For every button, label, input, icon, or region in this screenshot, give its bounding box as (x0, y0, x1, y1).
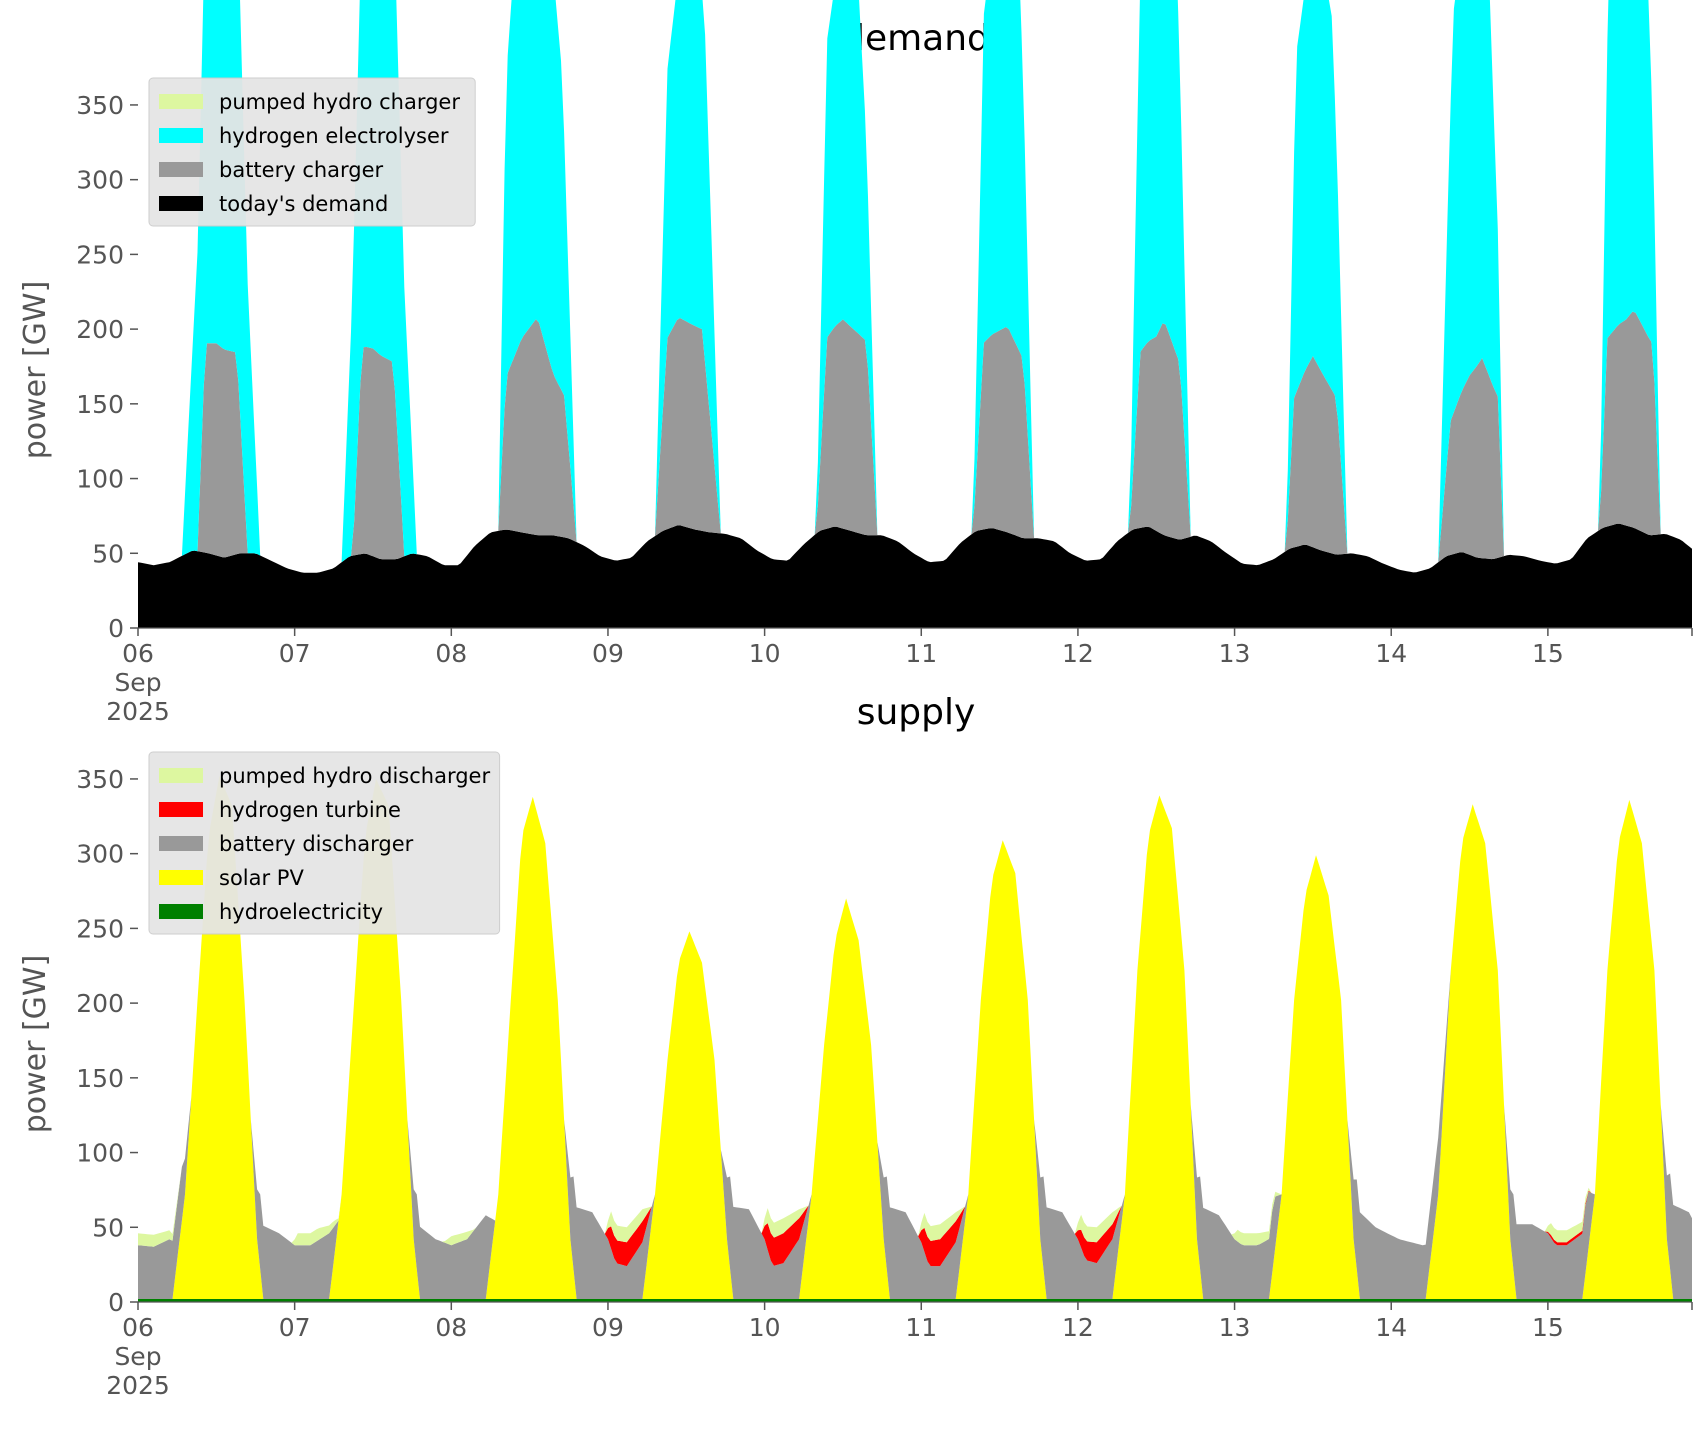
legend-swatch-hydrogen_turbine (159, 802, 203, 817)
supply-title: supply (857, 692, 976, 733)
y-tick-label: 250 (76, 914, 124, 943)
demand-legend: pumped hydro charger hydrogen electrolyse… (148, 77, 476, 227)
x-tick-label: 13 (1219, 639, 1251, 668)
x-tick-label: 06 (122, 639, 154, 668)
legend-box (148, 77, 476, 227)
x-tick-label: 09 (592, 1313, 624, 1342)
x-tick-label: 10 (749, 639, 781, 668)
x-tick-sublabel-month: Sep (114, 668, 161, 697)
x-tick-sublabel-month: Sep (114, 1342, 161, 1371)
legend-label-hydrogen_turbine: hydrogen turbine (219, 798, 401, 822)
y-tick-label: 150 (76, 390, 124, 419)
supply-y-axis-label: power [GW] (18, 955, 53, 1134)
x-tick-label: 08 (435, 639, 467, 668)
x-tick-label: 12 (1062, 1313, 1094, 1342)
legend-swatch-todays_demand (159, 196, 203, 211)
area-battery_discharger (138, 776, 1692, 1299)
legend-label-battery_discharger: battery discharger (219, 832, 414, 856)
legend-swatch-pumped_hydro_charger (159, 94, 203, 109)
y-tick-label: 0 (108, 614, 124, 643)
legend-box (148, 751, 501, 935)
legend-swatch-pumped_hydro_discharger (159, 768, 203, 783)
y-tick-label: 300 (76, 840, 124, 869)
x-tick-label: 15 (1532, 639, 1564, 668)
legend-swatch-hydrogen_electrolyser (159, 128, 203, 143)
x-tick-label: 13 (1219, 1313, 1251, 1342)
y-tick-label: 350 (76, 91, 124, 120)
y-tick-label: 350 (76, 765, 124, 794)
x-tick-label: 15 (1532, 1313, 1564, 1342)
area-hydrogen_electrolyser (138, 0, 1692, 573)
legend-swatch-battery_discharger (159, 836, 203, 851)
legend-label-todays_demand: today's demand (219, 192, 388, 216)
demand-areas (138, 0, 1692, 628)
x-tick-label: 14 (1375, 639, 1407, 668)
supply-areas (138, 776, 1692, 1302)
x-tick-label: 07 (279, 1313, 311, 1342)
demand-y-axis-label: power [GW] (18, 281, 53, 460)
legend-label-battery_charger: battery charger (219, 158, 384, 182)
y-tick-label: 50 (92, 539, 124, 568)
x-tick-label: 11 (905, 639, 937, 668)
y-tick-label: 300 (76, 166, 124, 195)
y-tick-label: 100 (76, 465, 124, 494)
x-tick-label: 06 (122, 1313, 154, 1342)
area-battery_charger (138, 311, 1692, 573)
x-tick-sublabel-year: 2025 (106, 1371, 170, 1400)
x-tick-label: 12 (1062, 639, 1094, 668)
y-tick-label: 50 (92, 1213, 124, 1242)
y-tick-label: 100 (76, 1139, 124, 1168)
area-todays_demand (138, 523, 1692, 628)
legend-label-pumped_hydro_charger: pumped hydro charger (219, 90, 460, 114)
x-tick-label: 09 (592, 639, 624, 668)
x-tick-label: 10 (749, 1313, 781, 1342)
legend-label-hydrogen_electrolyser: hydrogen electrolyser (219, 124, 449, 148)
y-tick-label: 150 (76, 1064, 124, 1093)
x-tick-label: 11 (905, 1313, 937, 1342)
demand-chart: demand power [GW] 0501001502002503003500… (18, 0, 1693, 726)
y-tick-label: 200 (76, 989, 124, 1018)
y-tick-label: 250 (76, 240, 124, 269)
legend-swatch-hydroelectricity (159, 904, 203, 919)
legend-swatch-solar_pv (159, 870, 203, 885)
legend-label-hydroelectricity: hydroelectricity (219, 900, 383, 924)
legend-swatch-battery_charger (159, 162, 203, 177)
supply-legend: pumped hydro discharger hydrogen turbine b… (148, 751, 501, 935)
y-tick-label: 200 (76, 315, 124, 344)
x-tick-sublabel-year: 2025 (106, 697, 170, 726)
x-tick-label: 07 (279, 639, 311, 668)
area-solar_pv (138, 776, 1692, 1299)
demand-title: demand (842, 18, 990, 59)
legend-label-pumped_hydro_discharger: pumped hydro discharger (219, 764, 490, 788)
y-tick-label: 0 (108, 1288, 124, 1317)
supply-chart: supply power [GW] 0501001502002503003500… (18, 692, 1693, 1400)
legend-label-solar_pv: solar PV (219, 866, 304, 890)
area-hydroelectricity (138, 1299, 1692, 1302)
x-tick-label: 14 (1375, 1313, 1407, 1342)
x-tick-label: 08 (435, 1313, 467, 1342)
